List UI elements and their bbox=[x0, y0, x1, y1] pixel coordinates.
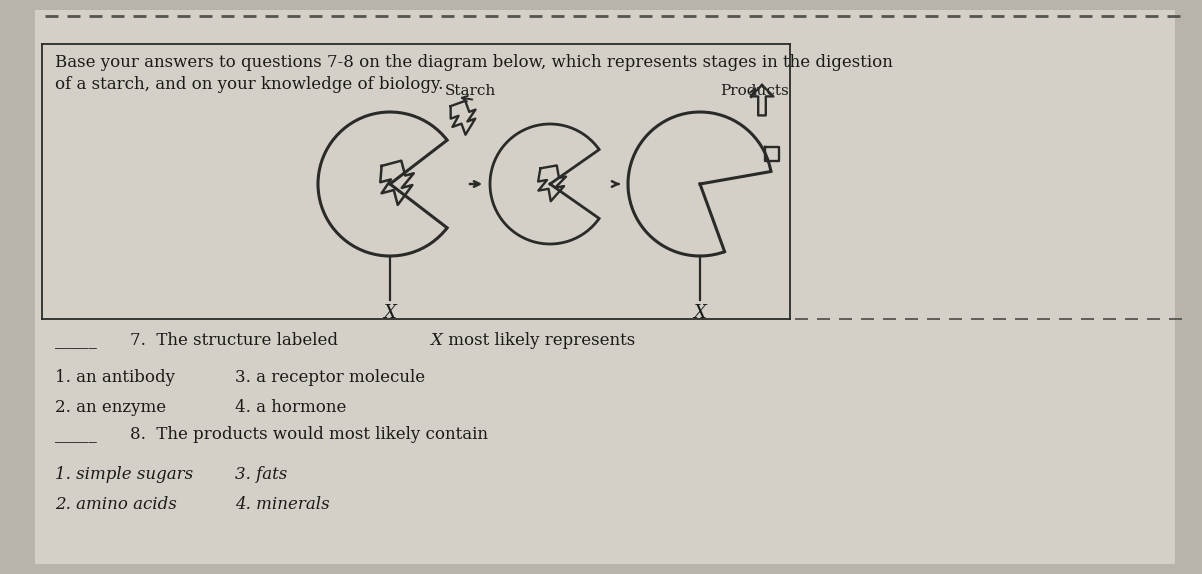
Text: 3. a receptor molecule: 3. a receptor molecule bbox=[236, 369, 426, 386]
Text: 4. minerals: 4. minerals bbox=[236, 496, 329, 513]
Text: X: X bbox=[430, 332, 442, 349]
FancyBboxPatch shape bbox=[35, 10, 1176, 564]
Text: _____: _____ bbox=[55, 332, 97, 349]
Text: 1. simple sugars: 1. simple sugars bbox=[55, 466, 194, 483]
Text: 8.  The products would most likely contain: 8. The products would most likely contai… bbox=[130, 426, 488, 443]
Text: 2. an enzyme: 2. an enzyme bbox=[55, 399, 166, 416]
Text: most likely represents: most likely represents bbox=[444, 332, 635, 349]
Text: 1. an antibody: 1. an antibody bbox=[55, 369, 175, 386]
Text: Products: Products bbox=[720, 84, 789, 98]
Text: X: X bbox=[383, 304, 397, 322]
Text: 2. amino acids: 2. amino acids bbox=[55, 496, 177, 513]
Text: of a starch, and on your knowledge of biology.: of a starch, and on your knowledge of bi… bbox=[55, 76, 444, 93]
Text: Base your answers to questions 7-8 on the diagram below, which represents stages: Base your answers to questions 7-8 on th… bbox=[55, 54, 893, 71]
Text: X: X bbox=[694, 304, 707, 322]
Text: 4. a hormone: 4. a hormone bbox=[236, 399, 346, 416]
Text: _____: _____ bbox=[55, 426, 97, 443]
Text: Starch: Starch bbox=[445, 84, 495, 98]
Text: 3. fats: 3. fats bbox=[236, 466, 287, 483]
Text: 7.  The structure labeled: 7. The structure labeled bbox=[130, 332, 344, 349]
